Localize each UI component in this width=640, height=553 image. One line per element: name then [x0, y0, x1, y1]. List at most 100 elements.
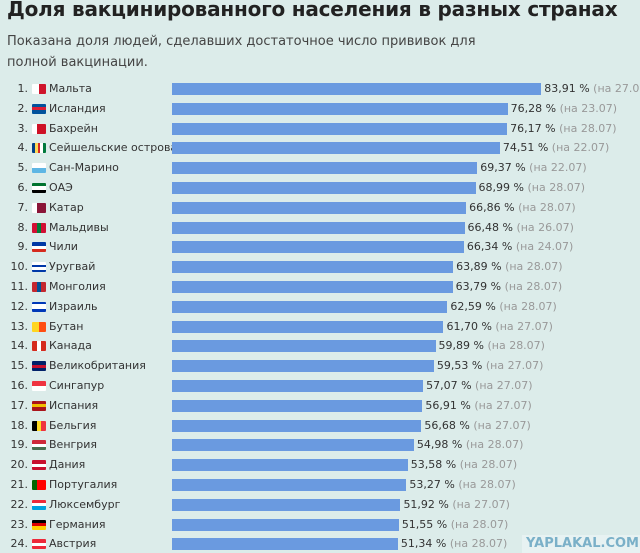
bar	[172, 419, 422, 432]
percent-label: 51,92 %	[403, 497, 449, 511]
bar-row: 11. Монголия 63,79 % (на 28.07)	[0, 277, 640, 296]
bar-row: 13. Бутан 61,70 % (на 27.07)	[0, 317, 640, 336]
bar	[172, 340, 436, 353]
date-label: (на 28.07)	[458, 478, 516, 491]
percent-label: 61,70 %	[446, 319, 492, 333]
rank-label: 22.	[10, 497, 29, 511]
rank-label: 9.	[17, 240, 29, 254]
bar-row: 3. Бахрейн 76,17 % (на 28.07)	[0, 119, 640, 138]
flag-icon	[32, 361, 46, 372]
percent-label: 76,17 %	[510, 121, 556, 135]
rank-label: 17.	[10, 398, 29, 412]
bar-row: 2. Исландия 76,28 % (на 23.07)	[0, 99, 640, 118]
bar	[172, 142, 500, 155]
bar-row: 21. Португалия 53,27 % (на 28.07)	[0, 475, 640, 494]
bar-row: 17. Испания 56,91 % (на 27.07)	[0, 396, 640, 415]
value-label: 76,17 % (на 28.07)	[510, 119, 616, 138]
bar-row: 10. Уругвай 63,89 % (на 28.07)	[0, 257, 640, 276]
value-label: 54,98 % (на 28.07)	[417, 435, 523, 454]
bar	[172, 102, 508, 115]
percent-label: 59,89 %	[438, 339, 484, 353]
value-label: 53,27 % (на 28.07)	[409, 475, 515, 494]
date-label: (на 28.07)	[465, 438, 524, 452]
flag-icon	[32, 440, 46, 451]
flag-icon	[32, 183, 46, 193]
country-label: ОАЭ	[49, 181, 73, 194]
country-label: Бельгия	[49, 418, 97, 432]
date-label: (на 28.07)	[449, 537, 508, 551]
value-label: 51,34 % (на 28.07)	[401, 534, 507, 553]
percent-label: 53,58 %	[410, 458, 457, 472]
value-label: 63,89 % (на 28.07)	[456, 257, 562, 276]
date-label: (на 24.07)	[515, 240, 574, 254]
date-label: (на 28.07)	[518, 200, 576, 214]
date-label: (на 22.07)	[529, 161, 587, 175]
bar	[172, 399, 423, 412]
date-label: (на 28.07)	[505, 260, 563, 274]
country-label: Сейшельские острова	[49, 141, 178, 155]
percent-label: 76,28 %	[510, 101, 557, 115]
country-label: Канада	[49, 339, 92, 353]
percent-label: 56,68 %	[424, 418, 470, 432]
date-label: (на 27.07)	[495, 319, 553, 333]
country-label: Бахрейн	[49, 121, 98, 135]
date-label: (на 27.07)	[593, 82, 640, 95]
rank-label: 19.	[10, 438, 29, 452]
bar	[172, 83, 542, 95]
flag-icon	[32, 480, 46, 490]
flag-icon	[32, 143, 46, 154]
rank-label: 8.	[17, 220, 29, 234]
bar-row: 23. Германия 51,55 % (на 28.07)	[0, 515, 640, 534]
rank-label: 18.	[10, 418, 29, 432]
date-label: (на 28.07)	[499, 299, 557, 313]
flag-icon	[32, 400, 46, 411]
value-label: 59,53 % (на 27.07)	[437, 356, 543, 375]
country-label: Чили	[49, 240, 78, 254]
value-label: 69,37 % (на 22.07)	[480, 158, 586, 177]
rank-label: 12.	[10, 299, 29, 313]
bar	[172, 241, 464, 254]
rank-label: 3.	[17, 121, 29, 135]
percent-label: 66,48 %	[467, 220, 513, 234]
bar	[172, 182, 476, 194]
bar	[172, 498, 401, 511]
country-label: Германия	[49, 517, 106, 531]
country-label: Катар	[49, 200, 84, 214]
bar-row: 22. Люксембург 51,92 % (на 27.07)	[0, 495, 640, 514]
country-label: Великобритания	[49, 359, 146, 373]
flag-icon	[32, 84, 46, 94]
flag-icon	[32, 222, 46, 233]
country-label: Австрия	[49, 537, 97, 551]
bar-row: 20. Дания 53,58 % (на 28.07)	[0, 455, 640, 474]
percent-label: 51,34 %	[400, 537, 447, 551]
rank-label: 2.	[17, 101, 29, 115]
value-label: 76,28 % (на 23.07)	[511, 99, 617, 118]
rank-label: 1.	[17, 82, 29, 95]
bar-row: 8. Мальдивы 66,48 % (на 26.07)	[0, 218, 640, 237]
date-label: (на 27.07)	[473, 418, 531, 432]
bar	[172, 380, 424, 392]
rank-label: 14.	[10, 339, 29, 353]
flag-icon	[32, 341, 46, 352]
percent-label: 66,86 %	[469, 200, 515, 214]
date-label: (на 28.07)	[527, 181, 586, 194]
country-label: Испания	[49, 398, 99, 412]
country-label: Уругвай	[49, 260, 96, 274]
bar-row: 16. Сингапур 57,07 % (на 27.07)	[0, 376, 640, 395]
flag-icon	[32, 460, 46, 471]
flag-icon	[32, 519, 46, 530]
country-label: Монголия	[49, 280, 106, 293]
date-label: (на 26.07)	[516, 220, 574, 234]
bar-row: 7. Катар 66,86 % (на 28.07)	[0, 198, 640, 217]
flag-icon	[32, 262, 46, 273]
rank-label: 7.	[17, 200, 29, 214]
value-label: 59,89 % (на 28.07)	[439, 336, 545, 355]
bar	[172, 162, 478, 175]
rank-label: 10.	[10, 260, 29, 274]
country-label: Сан-Марино	[49, 161, 119, 175]
date-label: (на 28.07)	[487, 339, 545, 353]
value-label: 63,79 % (на 28.07)	[456, 277, 562, 296]
flag-icon	[32, 242, 46, 253]
value-label: 66,86 % (на 28.07)	[469, 198, 575, 217]
bar	[172, 538, 398, 551]
